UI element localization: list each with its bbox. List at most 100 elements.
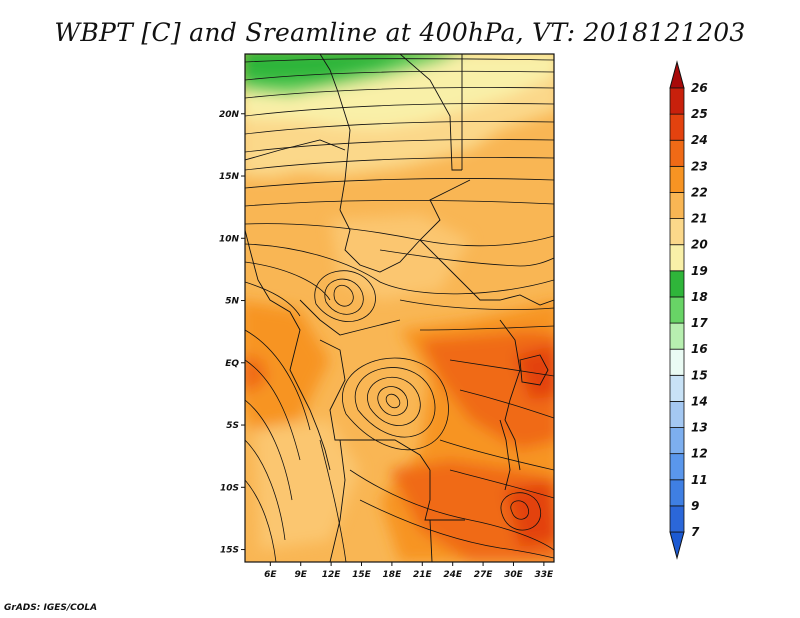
lat-tick-label: 20N: [219, 110, 240, 120]
colorbar-swatch: [669, 296, 685, 324]
streamline-south-10: [449, 469, 554, 499]
boundary-2: [399, 54, 462, 171]
colorbar-under-arrow: [669, 531, 685, 560]
boundary-4: [245, 139, 346, 161]
colorbar-swatch: [669, 374, 685, 402]
country-boundaries: [245, 54, 554, 562]
lon-tick-label: 18E: [383, 570, 403, 580]
latitude-axis: 20N 15N 10N 5N EQ 5S 10S 15S: [219, 110, 245, 556]
wbpt-20-21-patch-central: [330, 215, 470, 300]
streamline-mid-2: [245, 243, 554, 295]
colorbar-label: 20: [691, 238, 708, 252]
streamline-north-6: [245, 139, 554, 153]
lat-tick-label: 10S: [220, 483, 239, 493]
lon-tick-label: 9E: [295, 570, 308, 580]
boundary-7: [299, 299, 401, 336]
streamline-south-3: [245, 399, 293, 501]
lon-tick-label: 21E: [413, 570, 433, 580]
streamline-north-2: [245, 70, 554, 81]
colorbar-label: 12: [691, 447, 708, 461]
colorbar-swatch: [669, 322, 685, 350]
cyclone-3: [367, 376, 421, 426]
colorbar-swatch: [669, 192, 685, 219]
colorbar-swatch: [669, 165, 685, 193]
wbpt-22-23-west: [245, 300, 330, 430]
streamline-south-7: [349, 469, 554, 551]
colorbar-label: 24: [691, 133, 708, 147]
colorbar-label: 22: [691, 185, 708, 199]
lat-tick-label: 5S: [226, 421, 239, 431]
lon-tick-label: 33E: [535, 570, 555, 580]
colorbar-swatch: [669, 270, 685, 298]
cyclone-5: [342, 357, 449, 451]
streamline-mid-5: [379, 249, 554, 267]
colorbar-label: 14: [691, 394, 708, 408]
streamline-south-5: [245, 479, 277, 562]
colorbar-label: 26: [691, 81, 708, 95]
eddy-southeast-1: [510, 500, 530, 520]
streamline-mid-4: [245, 281, 301, 317]
grads-credit: GrADS: IGES/COLA: [4, 603, 98, 613]
streamline-south-8: [359, 499, 554, 559]
lat-tick-label: 15S: [220, 546, 239, 556]
eddy-north-3: [314, 270, 376, 322]
lon-tick-label: 15E: [352, 570, 372, 580]
wbpt-24-25-spot-south: [505, 480, 554, 548]
streamline-mid-6: [399, 299, 554, 310]
wbpt-18-19-band: [245, 54, 407, 82]
map-title: WBPT [C] and Sreamline at 400hPa, VT: 20…: [54, 18, 746, 47]
streamline-north-8: [245, 178, 554, 189]
colorbar-label: 23: [691, 159, 708, 173]
streamline-north-5: [245, 121, 554, 135]
lon-tick-label: 30E: [504, 570, 524, 580]
streamline-mid-7: [419, 325, 554, 331]
streamline-mid-3: [245, 261, 331, 301]
streamline-south-9: [439, 439, 554, 471]
colorbar-label: 18: [691, 290, 708, 304]
map-frame: [244, 53, 555, 563]
streamline-north-4: [245, 103, 554, 117]
streamline-north-3: [245, 87, 554, 99]
colorbar-label: 13: [691, 421, 708, 435]
longitude-axis: 6E 9E 12E 15E 18E 21E 24E 27E 30E 33E: [264, 562, 554, 580]
boundary-10: [424, 470, 465, 521]
lake-victoria: [519, 354, 549, 386]
streamline-south-2: [245, 359, 301, 461]
streamline-south-1: [245, 329, 311, 431]
colorbar-swatch: [669, 139, 685, 167]
eddy-north-2: [324, 278, 364, 315]
lat-tick-label: EQ: [225, 359, 239, 369]
streamlines: [245, 58, 554, 562]
boundary-9: [499, 319, 521, 471]
streamline-east-2: [459, 389, 554, 419]
colorbar-swatch: [669, 453, 685, 481]
cyclone-2: [377, 386, 408, 416]
colorbar-label: 25: [691, 107, 708, 121]
colorbar-label: 15: [691, 368, 708, 382]
boundary-12: [429, 519, 433, 562]
lake-tanganyika: [499, 419, 511, 491]
lon-tick-label: 27E: [474, 570, 494, 580]
streamline-south-6: [319, 439, 347, 562]
colorbar-swatch: [669, 479, 685, 507]
colorbar: 7 9 11 12 13 14 15 16 17 18 19 20 21 22 23 24 25 26: [669, 60, 708, 560]
colorbar-label: 19: [691, 264, 708, 278]
colorbar-swatch: [669, 113, 685, 141]
streamline-south-4: [245, 439, 286, 541]
lon-tick-label: 24E: [443, 570, 463, 580]
colorbar-swatch: [669, 505, 685, 533]
lat-tick-label: 5N: [225, 297, 239, 307]
lon-tick-label: 12E: [322, 570, 342, 580]
boundary-5: [339, 179, 471, 273]
colorbar-swatch: [669, 218, 685, 246]
colorbar-swatch: [669, 427, 685, 455]
colorbar-label: 21: [691, 212, 708, 226]
colorbar-label: 9: [691, 499, 699, 513]
colorbar-swatch: [669, 348, 685, 376]
colorbar-swatch: [669, 87, 685, 115]
streamline-north-7: [245, 157, 554, 171]
boundary-1: [319, 54, 351, 211]
colorbar-swatch: [669, 401, 685, 428]
colorbar-label: 17: [691, 316, 708, 330]
boundary-8: [319, 339, 431, 471]
